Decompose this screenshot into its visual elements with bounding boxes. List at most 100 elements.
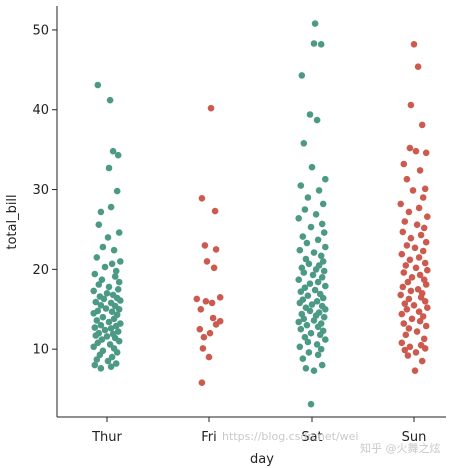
point-sun: [402, 331, 410, 339]
point-sat: [307, 223, 315, 231]
point-sat: [319, 200, 327, 208]
point-sun: [417, 231, 425, 239]
point-sat: [303, 321, 311, 329]
point-sun: [397, 200, 405, 208]
point-thur: [113, 187, 121, 195]
point-thur: [115, 337, 123, 345]
point-fri: [212, 246, 220, 253]
point-thur: [108, 260, 116, 268]
point-fri: [196, 325, 204, 333]
point-sun: [406, 144, 414, 152]
point-sun: [421, 185, 429, 193]
point-thur: [97, 321, 105, 329]
point-fri: [207, 104, 215, 112]
y-tick-label: 50: [32, 23, 49, 38]
point-sat: [297, 288, 305, 296]
point-fri: [201, 242, 209, 249]
point-sat: [296, 299, 304, 307]
point-sat: [304, 194, 312, 201]
point-fri: [208, 299, 216, 307]
point-sat: [300, 269, 308, 276]
y-tick-label: 30: [32, 183, 49, 198]
point-sat: [308, 301, 316, 308]
point-thur: [107, 325, 115, 332]
point-thur: [108, 308, 116, 316]
point-thur: [112, 322, 120, 330]
point-sat: [310, 249, 318, 256]
point-thur: [93, 317, 101, 324]
point-thur: [98, 276, 106, 284]
point-sat: [308, 163, 316, 171]
point-sun: [400, 320, 408, 327]
point-sun: [403, 306, 411, 313]
point-sun: [408, 315, 416, 323]
point-sun: [424, 213, 431, 220]
point-thur: [104, 357, 112, 365]
point-sun: [401, 346, 409, 354]
point-thur: [91, 270, 99, 278]
point-sun: [421, 345, 429, 352]
x-axis-label: day: [250, 452, 274, 467]
point-sun: [406, 343, 414, 351]
point-sat: [318, 274, 326, 281]
point-sun: [418, 357, 426, 365]
point-thur: [105, 318, 113, 326]
point-thur: [90, 343, 97, 351]
point-sat: [314, 236, 322, 244]
point-thur: [91, 361, 99, 369]
point-sat: [320, 229, 328, 236]
point-sun: [424, 304, 431, 312]
point-sun: [400, 160, 408, 168]
point-sun: [408, 274, 416, 281]
point-sun: [420, 335, 428, 343]
point-sat: [301, 333, 309, 341]
point-sun: [407, 287, 415, 295]
point-sat: [322, 175, 329, 183]
point-sat: [314, 323, 322, 331]
point-sat: [304, 338, 312, 346]
point-thur: [113, 349, 121, 356]
point-sat: [295, 276, 303, 284]
point-thur: [91, 324, 99, 331]
point-sun: [404, 278, 412, 286]
point-fri: [216, 294, 224, 301]
x-axis-ticks: Thur Fri Sat Sun: [91, 417, 426, 445]
point-sun: [422, 281, 430, 288]
point-sat: [319, 294, 327, 302]
point-thur: [93, 254, 101, 261]
point-thur: [111, 273, 119, 280]
point-sat: [314, 351, 322, 359]
point-sun: [398, 310, 406, 318]
point-sat: [322, 282, 329, 290]
point-sun: [403, 242, 411, 249]
point-sun: [410, 302, 418, 309]
x-tick-label-sun: Sun: [402, 430, 427, 445]
point-thur: [92, 298, 100, 306]
point-thur: [114, 151, 122, 159]
point-fri: [211, 207, 219, 215]
point-fri: [203, 258, 211, 265]
point-sat: [315, 187, 323, 194]
point-sat: [305, 260, 313, 268]
y-tick-label: 20: [32, 263, 49, 278]
point-sat: [317, 41, 325, 48]
point-sat: [298, 72, 306, 79]
point-sat: [307, 400, 315, 408]
point-sun: [419, 313, 427, 320]
point-thur: [106, 96, 114, 104]
point-sun: [415, 254, 423, 261]
point-thur: [115, 306, 123, 313]
point-thur: [109, 147, 117, 155]
point-sat: [318, 361, 326, 369]
point-sat: [320, 313, 328, 321]
point-sun: [413, 221, 421, 228]
point-fri: [200, 333, 208, 341]
point-sat: [307, 329, 315, 337]
point-sun: [424, 266, 431, 274]
y-axis-ticks: 10 20 30 40 50: [32, 23, 57, 358]
point-fri: [198, 195, 206, 202]
point-sat: [318, 220, 326, 228]
point-thur: [117, 297, 124, 304]
point-fri: [202, 298, 210, 305]
point-fri: [205, 353, 213, 361]
